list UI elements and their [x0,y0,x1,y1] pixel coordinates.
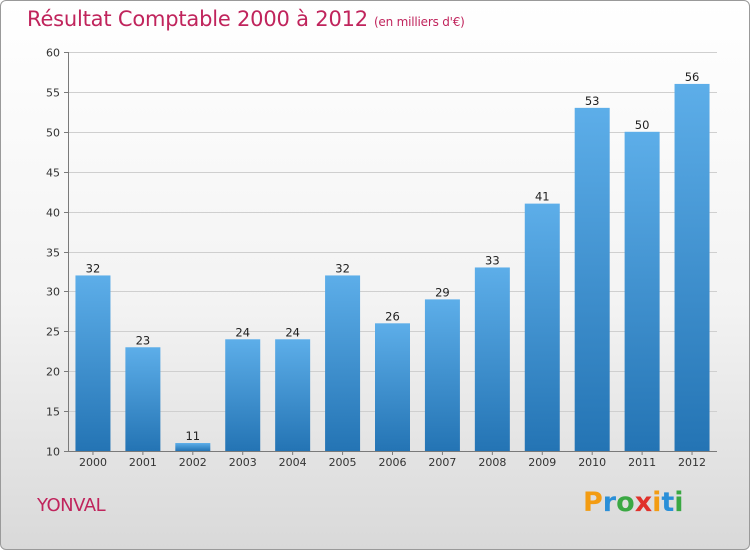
data-label: 32 [335,261,350,275]
y-tick-label: 55 [46,87,60,100]
axes [64,52,717,455]
x-tick-label: 2011 [628,456,656,469]
logo-letter: o [616,487,635,518]
logo-letter: r [602,487,617,518]
bar [125,347,161,451]
bar [624,131,660,452]
data-label: 32 [86,261,101,275]
x-tick-label: 2004 [279,456,307,469]
x-tick-label: 2009 [528,456,556,469]
logo-letter: x [634,487,653,518]
x-tick-label: 2001 [129,456,157,469]
x-tick-label: 2003 [229,456,257,469]
commune-name: YONVAL [37,495,106,516]
data-label: 29 [435,285,450,299]
bar [524,203,560,451]
data-label: 41 [535,190,550,204]
data-label: 24 [235,325,250,339]
y-tick-label: 20 [46,366,60,379]
y-tick-label: 25 [46,326,60,339]
x-tick-label: 2007 [428,456,456,469]
x-tick-label: 2010 [578,456,606,469]
logo-letter: i [652,487,662,518]
y-tick-label: 60 [46,47,60,60]
data-label: 26 [385,309,400,323]
chart-subtitle: (en milliers d'€) [373,15,465,29]
data-label: 24 [285,325,300,339]
y-tick-label: 35 [46,247,60,260]
bar [375,323,410,451]
x-tick-label: 2002 [179,456,207,469]
y-tick-label: 15 [46,406,60,419]
data-label: 53 [585,94,600,108]
bar [474,267,510,451]
data-label: 23 [136,333,151,347]
bar [424,299,460,451]
logo-letter: i [674,487,684,518]
bar [275,339,311,451]
x-tick-label: 2000 [79,456,107,469]
data-label: 11 [185,429,200,443]
y-tick-label: 30 [46,286,60,299]
title-text: Résultat Comptable 2000 à 2012 [27,7,368,31]
y-tick-label: 10 [46,446,60,459]
x-tick-label: 2005 [329,456,357,469]
bar [674,83,710,452]
chart-title: Résultat Comptable 2000 à 2012 (en millie… [27,7,465,31]
bar [175,443,211,451]
data-label: 56 [685,70,700,84]
data-label: 33 [485,253,500,267]
bars [75,83,710,452]
x-tick-label: 2012 [678,456,706,469]
y-tick-label: 40 [46,207,60,220]
labels: 10 15 20 25 30 35 40 45 50 55 60 2000 32 2001 23 2002 11… [46,47,706,470]
data-label: 50 [635,118,650,132]
bar [574,107,610,452]
logo-letter: P [583,487,603,518]
x-tick-label: 2006 [379,456,407,469]
y-tick-label: 45 [46,167,60,180]
proxiti-logo: Proxiti [583,487,684,518]
bar [325,275,361,451]
bar [75,275,111,451]
x-tick-label: 2008 [478,456,506,469]
bar [225,339,261,451]
y-tick-label: 50 [46,127,60,140]
logo-letter: t [661,487,675,518]
